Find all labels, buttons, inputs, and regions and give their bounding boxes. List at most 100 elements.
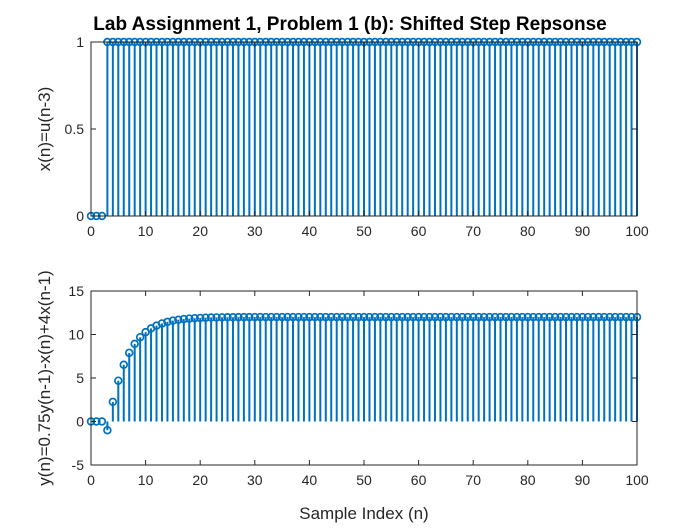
stem-marker	[135, 332, 145, 342]
stem-marker	[119, 360, 129, 370]
y-tick-label: 5	[76, 370, 84, 386]
y-tick-label: 0	[76, 414, 84, 430]
stem-marker	[589, 312, 598, 322]
stem-marker	[512, 312, 522, 322]
stem-marker	[627, 312, 636, 322]
stem-marker	[534, 312, 543, 322]
stem-marker	[299, 312, 309, 322]
x-tick-label: 90	[575, 223, 591, 239]
stem-marker	[321, 312, 331, 322]
stem-marker	[217, 313, 227, 322]
stem-marker	[474, 312, 483, 322]
stem-marker	[277, 312, 287, 322]
stem-marker	[621, 312, 631, 322]
x-tick-label: 20	[192, 472, 208, 488]
stem-marker	[479, 312, 489, 322]
stem-marker	[332, 312, 341, 322]
y-tick-label: -5	[72, 457, 85, 473]
stem-marker	[354, 312, 363, 322]
stem-marker	[550, 312, 560, 322]
stem-marker	[305, 312, 314, 322]
stem-marker	[223, 313, 232, 322]
stem-marker	[141, 327, 150, 337]
stem-marker	[179, 314, 189, 324]
stem-marker	[397, 312, 407, 322]
stem-marker	[201, 313, 210, 322]
stem-marker	[283, 312, 292, 322]
stem-marker	[458, 312, 467, 322]
x-tick-label: 10	[138, 472, 154, 488]
stem-marker	[419, 312, 429, 322]
stem-marker	[190, 313, 199, 323]
stem-marker	[266, 312, 276, 322]
y-tick-label: 0.5	[65, 121, 85, 137]
stem-marker	[168, 316, 178, 325]
stem-marker	[348, 312, 358, 322]
stem-marker	[195, 313, 205, 323]
stem-marker	[578, 312, 587, 322]
stem-marker	[157, 319, 167, 328]
stem-marker	[163, 317, 172, 327]
stem-marker	[490, 312, 500, 322]
stem-marker	[545, 312, 554, 322]
stem-marker	[567, 312, 576, 322]
y-tick-label: 1	[76, 34, 84, 50]
stem-marker	[228, 313, 238, 322]
stem-marker	[539, 312, 549, 322]
stem-marker	[130, 339, 139, 349]
stem-marker	[572, 312, 582, 322]
stem-marker	[185, 314, 194, 323]
stem-markers-bottom	[86, 312, 642, 435]
stem-marker	[616, 312, 625, 322]
x-tick-label: 30	[247, 472, 263, 488]
stem-marker	[468, 312, 478, 322]
stem-marker	[245, 312, 254, 322]
stem-marker	[370, 312, 380, 322]
subplot-top: x(n)=u(n-3) 0 10 20 30 40 50 60 70 80 90 100 0 0.5 1	[35, 34, 649, 239]
stem-marker	[234, 312, 243, 322]
x-tick-label: 80	[520, 472, 536, 488]
stem-marker	[523, 312, 533, 322]
x-tick-label: 50	[356, 223, 372, 239]
x-tick-label: 100	[625, 223, 649, 239]
stem-marker	[97, 417, 107, 426]
x-tick-label: 20	[192, 223, 208, 239]
x-tick-label: 0	[87, 472, 95, 488]
stem-marker	[501, 312, 511, 322]
stem-marker	[392, 312, 402, 322]
stem-marker	[561, 312, 571, 322]
stem-marker	[496, 312, 505, 322]
y-tick-label: 10	[68, 327, 84, 343]
stem-marker	[256, 312, 265, 322]
stem-marker	[212, 313, 221, 322]
x-axis-label-bottom: Sample Index (n)	[299, 504, 428, 523]
stem-marker	[250, 312, 260, 322]
stem-lines-bottom	[106, 317, 638, 431]
stem-marker	[452, 312, 462, 322]
stem-marker	[381, 312, 391, 322]
stem-marker	[316, 312, 325, 322]
stem-marker	[463, 312, 472, 322]
x-tick-label: 90	[575, 472, 591, 488]
stem-marker	[408, 312, 418, 322]
stem-marker	[103, 425, 112, 435]
x-tick-label: 70	[465, 223, 481, 239]
stem-marker	[310, 312, 320, 322]
stem-marker	[239, 312, 249, 322]
subplot-bottom: y(n)=0.75y(n-1)-x(n)+4x(n-1) Sample Inde…	[35, 270, 649, 523]
stem-marker	[430, 312, 440, 322]
stem-marker	[326, 312, 336, 322]
stem-marker	[485, 312, 494, 322]
y-axis-label-bottom: y(n)=0.75y(n-1)-x(n)+4x(n-1)	[35, 270, 54, 485]
stem-marker	[174, 315, 183, 325]
stem-marker	[337, 312, 347, 322]
x-tick-label: 40	[302, 223, 318, 239]
stem-marker	[610, 312, 620, 322]
x-tick-label: 30	[247, 223, 263, 239]
stem-marker	[518, 312, 527, 322]
stem-marker	[605, 312, 614, 322]
chart-title: Lab Assignment 1, Problem 1 (b): Shifted…	[93, 14, 606, 35]
y-tick-label: 0	[76, 208, 84, 224]
